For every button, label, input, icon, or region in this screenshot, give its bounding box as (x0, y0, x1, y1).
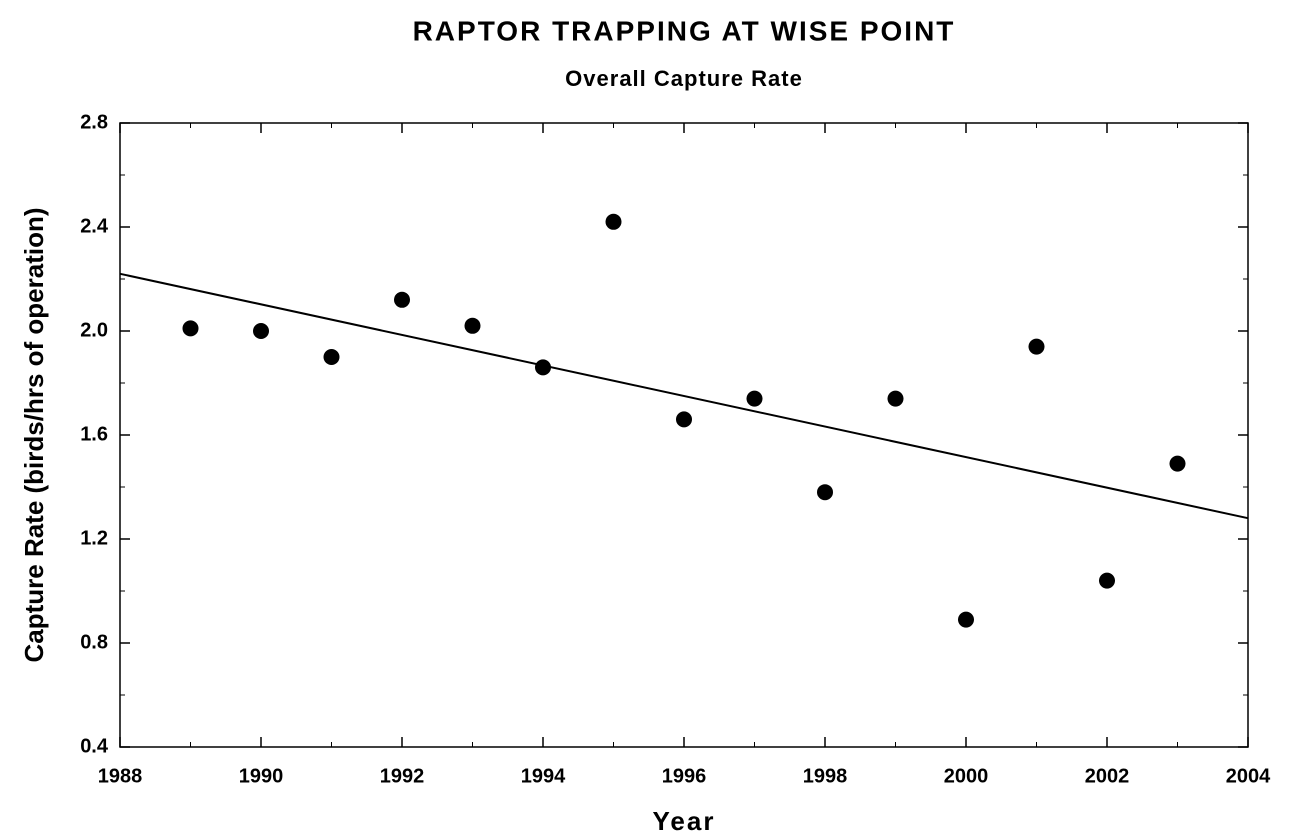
y-tick-label: 0.4 (80, 735, 109, 757)
data-point (605, 213, 622, 230)
x-axis-label: Year (653, 806, 716, 836)
y-tick-label: 2.4 (80, 215, 109, 237)
x-tick-label: 2002 (1085, 765, 1130, 787)
data-point (253, 323, 269, 339)
data-point (746, 390, 763, 407)
y-tick-label: 0.8 (80, 631, 108, 653)
x-tick-label: 1998 (803, 765, 848, 787)
chart-subtitle: Overall Capture Rate (565, 66, 803, 91)
data-point (676, 411, 692, 428)
x-tick-label: 2004 (1226, 765, 1271, 787)
data-point (887, 390, 904, 407)
data-point (1169, 455, 1186, 472)
x-tick-label: 1988 (98, 765, 143, 787)
y-tick-label: 2.0 (80, 319, 108, 341)
data-point (535, 359, 551, 376)
y-tick-label: 2.8 (80, 111, 108, 133)
data-point (817, 484, 833, 501)
x-tick-label: 1992 (380, 765, 425, 787)
x-tick-label: 2000 (944, 765, 989, 787)
data-point (464, 317, 481, 334)
x-tick-label: 1996 (662, 765, 707, 787)
data-point (394, 291, 410, 308)
trend-line (119, 272, 1249, 520)
plot-frame (119, 122, 1249, 748)
data-point (182, 320, 199, 337)
data-point (323, 349, 340, 365)
chart-title: RAPTOR TRAPPING AT WISE POINT (413, 15, 956, 46)
y-tick-label: 1.6 (80, 423, 108, 445)
y-tick-label: 1.2 (80, 527, 108, 549)
data-point (958, 611, 974, 628)
x-tick-label: 1990 (239, 765, 284, 787)
x-tick-label: 1994 (521, 765, 566, 787)
y-axis-label: Capture Rate (birds/hrs of operation) (19, 207, 49, 662)
data-point (1028, 338, 1045, 355)
data-point (1099, 572, 1115, 589)
